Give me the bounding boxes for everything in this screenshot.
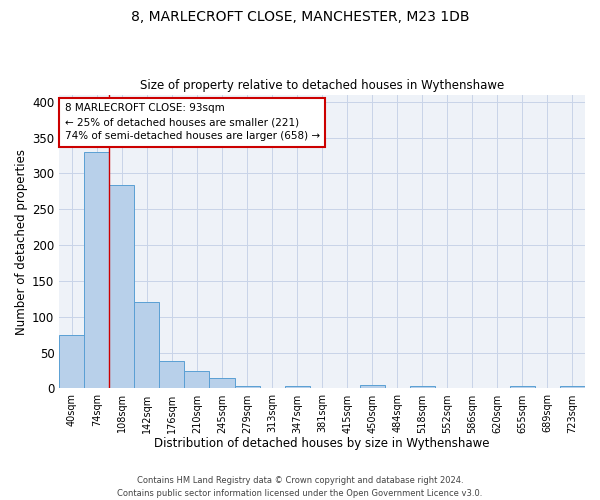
Bar — [284, 386, 310, 388]
Bar — [85, 152, 109, 388]
Bar — [359, 385, 385, 388]
Bar — [134, 302, 160, 388]
Text: Contains HM Land Registry data © Crown copyright and database right 2024.
Contai: Contains HM Land Registry data © Crown c… — [118, 476, 482, 498]
Title: Size of property relative to detached houses in Wythenshawe: Size of property relative to detached ho… — [140, 79, 504, 92]
Bar — [560, 386, 585, 388]
X-axis label: Distribution of detached houses by size in Wythenshawe: Distribution of detached houses by size … — [154, 437, 490, 450]
Bar — [209, 378, 235, 388]
Bar — [510, 386, 535, 388]
Bar — [59, 334, 85, 388]
Y-axis label: Number of detached properties: Number of detached properties — [15, 148, 28, 334]
Text: 8, MARLECROFT CLOSE, MANCHESTER, M23 1DB: 8, MARLECROFT CLOSE, MANCHESTER, M23 1DB — [131, 10, 469, 24]
Bar — [160, 360, 184, 388]
Bar — [235, 386, 260, 388]
Bar — [410, 386, 435, 388]
Bar — [109, 185, 134, 388]
Text: 8 MARLECROFT CLOSE: 93sqm
← 25% of detached houses are smaller (221)
74% of semi: 8 MARLECROFT CLOSE: 93sqm ← 25% of detac… — [65, 104, 320, 142]
Bar — [184, 370, 209, 388]
